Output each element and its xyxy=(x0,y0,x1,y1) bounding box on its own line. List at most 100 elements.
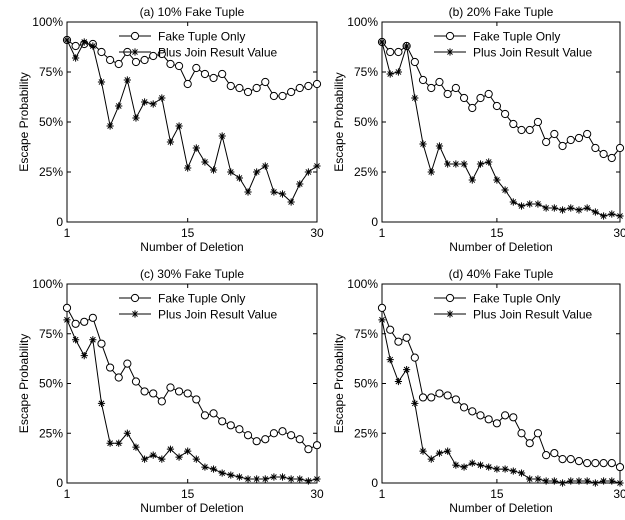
panel-c-series-plus-join-result-value-point xyxy=(227,471,234,478)
panel-b-x-axis-label: Number of Deletion xyxy=(449,240,552,254)
panel-b-series-plus-join-result-value-point xyxy=(452,160,459,167)
panel-c-series-plus-join-result-value-point xyxy=(262,475,269,482)
panel-d-y-tick-label: 0 xyxy=(371,476,378,490)
panel-c-y-axis-label: Escape Probability xyxy=(17,334,31,433)
panel-a-series-fake-tuple-only-point xyxy=(270,92,277,99)
panel-a-series-plus-join-result-value-point xyxy=(201,158,208,165)
panel-a-x-tick-label: 30 xyxy=(310,226,324,240)
panel-d-series-plus-join-result-value-point xyxy=(403,366,410,373)
panel-a-series-plus-join-result-value-point xyxy=(141,98,148,105)
panel-b-series-plus-join-result-value-point xyxy=(510,198,517,205)
panel-c-legend-plus-join-result-value-marker xyxy=(131,310,138,317)
panel-d-series-fake-tuple-only-point xyxy=(526,440,533,447)
panel-d-series-plus-join-result-value-point xyxy=(543,477,550,484)
panel-d-series-plus-join-result-value-point xyxy=(551,477,558,484)
panel-c-series-fake-tuple-only-point xyxy=(132,378,139,385)
panel-d-series-plus-join-result-value-point xyxy=(608,477,615,484)
panel-c-series-plus-join-result-value-point xyxy=(253,475,260,482)
panel-a-series-plus-join-result-value-point xyxy=(219,132,226,139)
panel-d-series-fake-tuple-only-point xyxy=(477,412,484,419)
panel-d-series-fake-tuple-only-point xyxy=(428,394,435,401)
panel-a-series-fake-tuple-only-point xyxy=(98,48,105,55)
panel-c-series-fake-tuple-only-point xyxy=(115,374,122,381)
panel-a-series-plus-join-result-value-point xyxy=(158,94,165,101)
panel-c-series-plus-join-result-value-point xyxy=(89,336,96,343)
panel-c-y-tick-label: 75% xyxy=(39,327,63,341)
panel-d-series-fake-tuple-only-point xyxy=(493,420,500,427)
panel-b-series-plus-join-result-value-point xyxy=(493,176,500,183)
panel-b-x-tick-label: 1 xyxy=(379,226,386,240)
panel-b-series-plus-join-result-value-point xyxy=(534,200,541,207)
panel-a-series-plus-join-result-value-point xyxy=(89,42,96,49)
panel-b-series-fake-tuple-only-point xyxy=(419,76,426,83)
panel-a-series-plus-join-result-value-point xyxy=(98,78,105,85)
panel-a-series-plus-join-result-value-point xyxy=(227,168,234,175)
panel-c-legend-fake-tuple-only-text: Fake Tuple Only xyxy=(158,292,245,306)
panel-d-group: 025%50%75%100%1 15 30(d) 40% Fake TupleNum… xyxy=(332,267,625,515)
panel-c-series-plus-join-result-value-point xyxy=(219,469,226,476)
panel-c-series-fake-tuple-only-point xyxy=(236,426,243,433)
panel-a-series-fake-tuple-only-point xyxy=(279,92,286,99)
panel-a-series-fake-tuple-only-point xyxy=(210,74,217,81)
panel-c-series-plus-join-result-value-point xyxy=(270,473,277,480)
panel-a-series-plus-join-result-value-point xyxy=(63,36,70,43)
panel-c-series-fake-tuple-only-point xyxy=(219,418,226,425)
panel-c-series-fake-tuple-only-point xyxy=(244,432,251,439)
panel-c-series-fake-tuple-only-point xyxy=(72,320,79,327)
panel-a-x-axis-label: Number of Deletion xyxy=(140,240,243,254)
panel-c-series-fake-tuple-only-point xyxy=(288,432,295,439)
panel-d-series-fake-tuple-only-point xyxy=(378,304,385,311)
panel-b-series-plus-join-result-value-point xyxy=(378,38,385,45)
panel-a-series-plus-join-result-value-point xyxy=(107,122,114,129)
panel-c-legend-fake-tuple-only-marker xyxy=(131,294,138,301)
panel-d-series-fake-tuple-only-point xyxy=(485,416,492,423)
panel-b-series-fake-tuple-only-point xyxy=(411,58,418,65)
panel-b-series-fake-tuple-only-point xyxy=(510,120,517,127)
panel-d-series-fake-tuple-only-point xyxy=(452,396,459,403)
panel-d-series-plus-join-result-value-point xyxy=(600,477,607,484)
panel-b-group: 025%50%75%100%1 15 30(b) 20% Fake TupleNum… xyxy=(332,5,625,254)
panel-c-series-plus-join-result-value-point xyxy=(296,475,303,482)
panel-c-series-plus-join-result-value-point xyxy=(167,446,174,453)
panel-b-series-fake-tuple-only-point xyxy=(551,130,558,137)
panel-d-legend-fake-tuple-only-text: Fake Tuple Only xyxy=(473,292,560,306)
panel-c-series-plus-join-result-value-point xyxy=(141,456,148,463)
panel-d-series-plus-join-result-value-point xyxy=(387,356,394,363)
panel-d-series-fake-tuple-only-point xyxy=(436,390,443,397)
panel-b-series-plus-join-result-value-point xyxy=(526,200,533,207)
panel-a-title: (a) 10% Fake Tuple xyxy=(140,5,245,19)
panel-a-series-fake-tuple-only-point xyxy=(175,62,182,69)
panel-b-series-plus-join-result-value-point xyxy=(592,208,599,215)
panel-c-title: (c) 30% Fake Tuple xyxy=(140,267,244,281)
panel-d-series-fake-tuple-only-point xyxy=(411,354,418,361)
panel-c-x-tick-label: 1 xyxy=(64,487,71,501)
panel-a-series-plus-join-result-value-point xyxy=(81,38,88,45)
panel-b-y-tick-label: 100% xyxy=(347,15,378,29)
panel-c-series-plus-join-result-value-point xyxy=(150,452,157,459)
panel-c-series-fake-tuple-only-point xyxy=(175,388,182,395)
panel-a-series-plus-join-result-value-point xyxy=(253,168,260,175)
panel-b-title: (b) 20% Fake Tuple xyxy=(449,5,554,19)
panel-b-series-plus-join-result-value-point xyxy=(551,204,558,211)
panel-c-series-fake-tuple-only-line xyxy=(67,308,317,449)
panel-b-series-fake-tuple-only-point xyxy=(469,104,476,111)
panel-c-series-plus-join-result-value-point xyxy=(63,316,70,323)
panel-a-x-tick-label: 15 xyxy=(181,226,195,240)
panel-c-series-plus-join-result-value-point xyxy=(201,463,208,470)
panel-d-series-fake-tuple-only-point xyxy=(403,334,410,341)
panel-a-series-fake-tuple-only-point xyxy=(107,56,114,63)
panel-c-series-plus-join-result-value-point xyxy=(184,448,191,455)
panel-b-series-plus-join-result-value-point xyxy=(387,70,394,77)
panel-b-series-fake-tuple-only-point xyxy=(592,144,599,151)
panel-d-series-plus-join-result-value-point xyxy=(616,479,623,486)
panel-d-series-plus-join-result-value-point xyxy=(575,477,582,484)
panel-c-series-plus-join-result-value-point xyxy=(115,440,122,447)
panel-b-series-plus-join-result-value-point xyxy=(575,206,582,213)
panel-b-series-fake-tuple-only-point xyxy=(600,150,607,157)
panel-d-series-fake-tuple-only-point xyxy=(518,430,525,437)
panel-d-series-fake-tuple-only-point xyxy=(469,408,476,415)
panel-d-series-fake-tuple-only-point xyxy=(559,456,566,463)
panel-b-series-fake-tuple-only-point xyxy=(395,48,402,55)
panel-a-series-fake-tuple-only-point xyxy=(201,70,208,77)
panel-b-series-plus-join-result-value-point xyxy=(518,202,525,209)
